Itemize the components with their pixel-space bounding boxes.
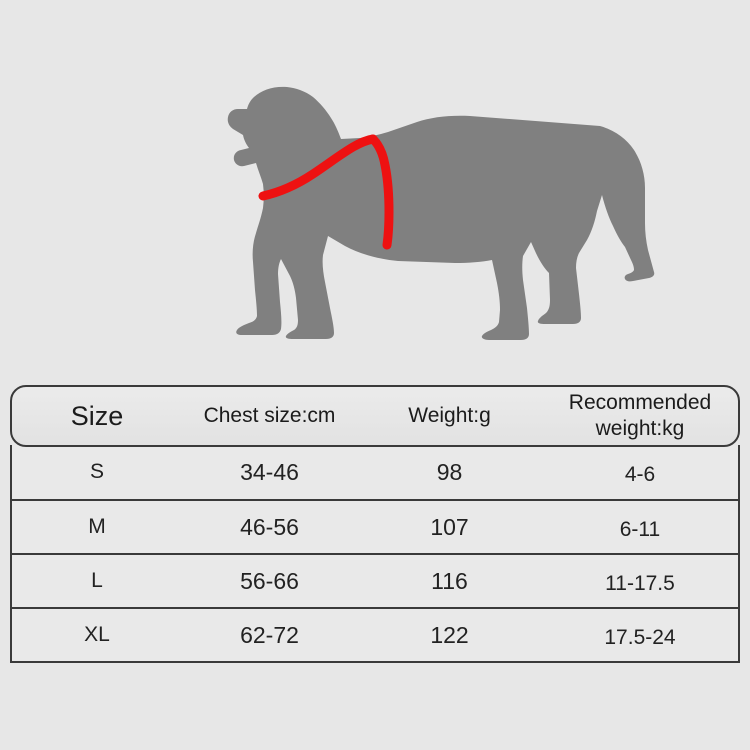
header-cell-recommended: Recommended weight:kg [542,390,738,441]
header-recommended-line2: weight:kg [595,417,685,440]
cell-weight: 107 [430,513,469,540]
cell-size: M [88,515,106,538]
header-cell-chest: Chest size:cm [203,404,336,427]
table-row: S 34-46 98 4-6 [12,445,738,499]
cell-weight: 116 [431,567,468,594]
cell-size: L [91,569,103,592]
cell-chest: 34-46 [240,458,299,485]
table-body: S 34-46 98 4-6 M 46-56 107 6-11 L 56-66 … [10,445,740,663]
size-chart-table: Size Chest size:cm Weight:g Recommended … [10,385,740,663]
harness-strap-icon [258,134,394,250]
cell-weight: 122 [430,621,469,648]
cell-recommended: 11-17.5 [605,572,675,595]
table-header-row: Size Chest size:cm Weight:g Recommended … [10,385,740,447]
header-cell-size: Size [70,400,124,431]
cell-chest: 56-66 [240,567,299,594]
cell-size: S [89,460,104,483]
table-row: L 56-66 116 11-17.5 [12,553,738,607]
cell-chest: 46-56 [240,513,299,540]
cell-size: XL [84,623,110,646]
cell-recommended: 4-6 [624,463,656,486]
table-row: XL 62-72 122 17.5-24 [12,607,738,661]
dog-silhouette-icon [227,86,655,340]
dog-harness-illustration [0,0,750,370]
cell-recommended: 17.5-24 [604,626,676,649]
cell-chest: 62-72 [240,621,299,648]
cell-weight: 98 [436,458,463,485]
header-recommended-line1: Recommended [568,391,712,415]
header-cell-weight: Weight:g [408,404,491,427]
cell-recommended: 6-11 [619,518,661,541]
table-row: M 46-56 107 6-11 [12,499,738,553]
